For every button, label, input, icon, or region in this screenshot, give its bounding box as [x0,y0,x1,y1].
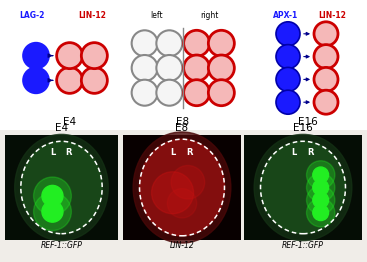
Circle shape [152,172,193,214]
Circle shape [314,90,338,114]
Circle shape [306,199,335,227]
Circle shape [132,30,158,56]
Circle shape [314,67,338,91]
Ellipse shape [261,141,345,234]
Circle shape [167,189,197,218]
Circle shape [313,205,328,221]
Circle shape [132,80,158,106]
Circle shape [313,167,328,183]
Ellipse shape [21,141,102,234]
Circle shape [81,43,108,69]
FancyBboxPatch shape [123,135,241,240]
Circle shape [276,45,300,69]
Text: E8: E8 [177,117,190,127]
Ellipse shape [133,132,231,243]
Circle shape [57,67,83,93]
Circle shape [314,45,338,69]
Text: LIN-12: LIN-12 [78,10,106,19]
FancyBboxPatch shape [244,135,362,240]
Circle shape [23,43,49,69]
Circle shape [306,161,335,189]
Text: L: L [170,148,175,157]
Text: E4: E4 [63,117,77,127]
Circle shape [313,192,328,208]
Text: APX-1: APX-1 [273,10,299,19]
Circle shape [57,43,83,69]
Text: E8: E8 [175,123,189,133]
FancyBboxPatch shape [5,135,118,240]
Text: R: R [65,148,72,157]
Circle shape [132,55,158,81]
Circle shape [184,30,210,56]
Circle shape [23,67,49,93]
Circle shape [276,90,300,114]
Circle shape [42,185,63,206]
Circle shape [306,186,335,214]
Circle shape [276,22,300,46]
Ellipse shape [254,134,352,241]
Circle shape [306,173,335,202]
Circle shape [184,80,210,106]
Circle shape [42,201,63,222]
Text: LIN-12: LIN-12 [318,10,346,19]
Circle shape [156,55,182,81]
Circle shape [33,177,71,215]
Text: R: R [186,148,192,157]
Circle shape [313,180,328,195]
Text: E16: E16 [293,123,313,133]
Text: R: R [307,148,313,157]
Circle shape [208,30,235,56]
Circle shape [276,67,300,91]
Circle shape [156,80,182,106]
Text: left: left [151,10,163,19]
Circle shape [314,22,338,46]
Circle shape [33,193,71,231]
Circle shape [156,30,182,56]
Text: LAG-2: LAG-2 [19,10,45,19]
Text: L: L [50,148,55,157]
Text: right: right [200,10,218,19]
Ellipse shape [139,139,225,236]
Text: REF-1::GFP: REF-1::GFP [41,242,83,250]
Text: LIN-12: LIN-12 [170,242,195,250]
Text: REF-1::GFP: REF-1::GFP [282,242,324,250]
FancyBboxPatch shape [0,0,367,130]
Text: E16: E16 [298,117,318,127]
Circle shape [184,55,210,81]
Circle shape [81,67,108,93]
Circle shape [171,165,205,199]
Ellipse shape [15,134,108,241]
Text: L: L [291,148,296,157]
Circle shape [208,55,235,81]
Text: E4: E4 [55,123,68,133]
Circle shape [208,80,235,106]
